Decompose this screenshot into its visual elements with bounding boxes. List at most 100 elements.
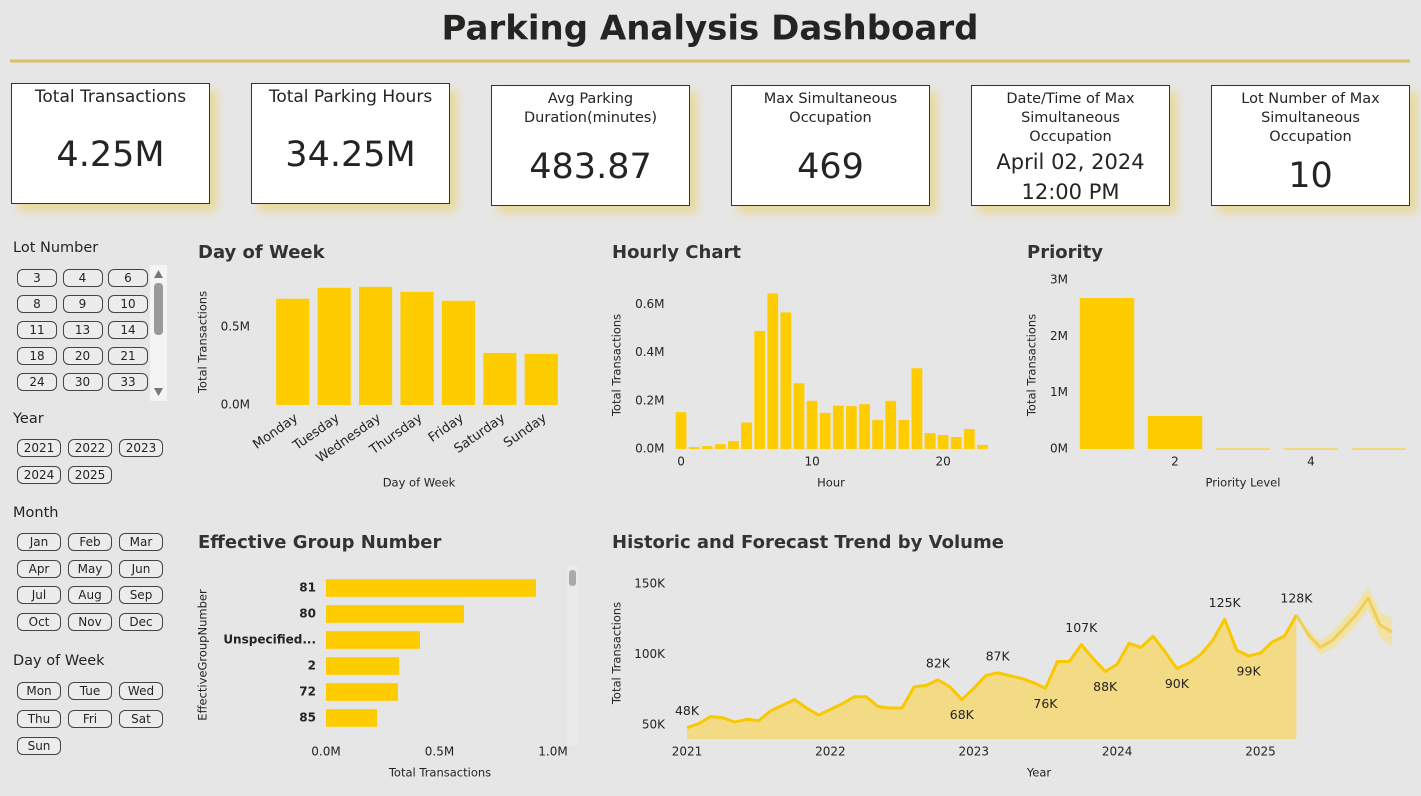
kpi-card: Avg Parking Duration(minutes) 483.87 [491,85,690,206]
y-tick-label: 81 [299,581,316,595]
slicer-button[interactable]: Fri [68,709,112,728]
bar [359,286,393,405]
bar [1079,298,1135,449]
slicer-button[interactable]: 2021 [17,439,61,457]
slicer-button[interactable]: Jul [17,586,61,604]
bar [326,605,465,623]
slicer-button[interactable]: 2022 [68,439,112,457]
slicer-button[interactable]: 20 [62,347,103,365]
x-tick-label: 2021 [672,745,703,759]
data-label: 125K [1209,595,1242,610]
slicer-button[interactable]: 8 [17,295,57,313]
slicer-button[interactable]: 2025 [68,466,112,484]
slicer-button[interactable]: 3 [17,269,57,287]
bar [441,300,475,405]
x-tick-label: 0.0M [311,745,340,759]
scrollbar-track[interactable] [567,565,578,745]
slicer-title: Month [13,505,59,521]
bar [1283,448,1339,450]
bar [846,406,857,449]
slicer-button[interactable]: 18 [17,347,57,365]
slicer-button[interactable]: Mar [119,533,163,551]
slicer-button[interactable]: 30 [62,373,103,391]
slicer-button[interactable]: Sun [17,737,61,755]
y-tick-label: Unspecified... [223,633,316,647]
x-tick-label: 1.0M [538,745,567,759]
slicer-button[interactable]: 2024 [17,466,61,484]
slicer-title: Lot Number [13,240,99,256]
x-tick-label: Sunday [501,411,550,451]
data-label: 99K [1237,663,1262,678]
slicer-button[interactable]: Mon [17,682,61,700]
bar [400,291,434,405]
bar [688,447,700,449]
bar [675,412,687,449]
slicer-button[interactable]: Wed [119,682,163,700]
y-tick-label: 0M [1050,442,1068,456]
slicer-button[interactable]: 14 [108,321,148,339]
slicer-button[interactable]: 33 [108,373,148,391]
slicer-button[interactable]: Sep [119,586,163,604]
slicer-button[interactable]: Dec [119,612,163,631]
bar [780,312,792,449]
slicer-button[interactable]: Apr [17,559,61,578]
data-label: 128K [1280,591,1313,606]
kpi-card: Total Parking Hours 34.25M [251,83,450,204]
slicer-button[interactable]: 6 [108,269,148,287]
forecast-band [1296,586,1392,655]
slicer-button[interactable]: Sat [119,709,163,728]
slicer-button[interactable]: 21 [108,347,148,365]
slicer-button[interactable]: 24 [17,373,57,391]
y-tick-label: 0.4M [635,345,664,359]
y-axis-title: Total Transactions [196,291,210,394]
slicer-button[interactable]: 9 [62,295,103,313]
slicer-button[interactable]: 4 [62,269,103,287]
slicer-button[interactable]: Thu [17,709,61,728]
scrollbar-thumb[interactable] [569,570,576,586]
slicer-title: Year [13,411,44,427]
kpi-value: 4.25M [56,135,165,175]
chart-title: Day of Week [198,242,326,263]
slicer-button[interactable]: Feb [68,533,112,551]
line [686,614,1298,730]
x-tick-label: 2024 [1102,745,1133,759]
data-label: 68K [950,707,975,722]
slicer-button[interactable]: Jan [17,533,61,551]
kpi-title: Total Parking Hours [268,87,433,107]
x-tick-label: 2 [1171,455,1179,469]
y-tick-label: 0.6M [635,297,664,311]
bar [701,446,713,449]
scrollbar-thumb[interactable] [154,283,163,335]
bar [276,298,310,405]
bar [714,444,726,449]
slicer-button[interactable]: 2023 [119,439,163,457]
bar [885,400,897,449]
slicer-button[interactable]: Nov [68,612,112,631]
y-tick-label: 0.2M [635,393,664,407]
slicer-button[interactable]: Jun [119,559,163,578]
bar [859,404,870,449]
slicer-button[interactable]: 10 [108,295,148,313]
kpi-value: 469 [797,146,864,187]
y-tick-label: 150K [634,577,666,591]
slicer-button[interactable]: Aug [68,586,112,604]
data-label: 107K [1065,620,1098,635]
bar [1351,448,1407,450]
slicer-button[interactable]: Oct [17,612,61,631]
bar [326,709,378,727]
slicer-button[interactable]: 11 [17,321,57,339]
bar [911,368,923,449]
slicer-button[interactable]: May [68,559,112,578]
chart-title: Historic and Forecast Trend by Volume [612,532,1004,553]
kpi-title: Total Transactions [34,87,187,107]
slicer-button[interactable]: 13 [62,321,103,339]
slicer-button[interactable]: Tue [68,682,112,700]
bar [950,436,962,449]
bar [326,683,398,701]
data-label: 90K [1165,676,1190,691]
y-tick-label: 3M [1050,273,1068,287]
bar [819,412,831,449]
y-axis-title: Total Transactions [1025,314,1039,417]
bar [806,400,818,449]
